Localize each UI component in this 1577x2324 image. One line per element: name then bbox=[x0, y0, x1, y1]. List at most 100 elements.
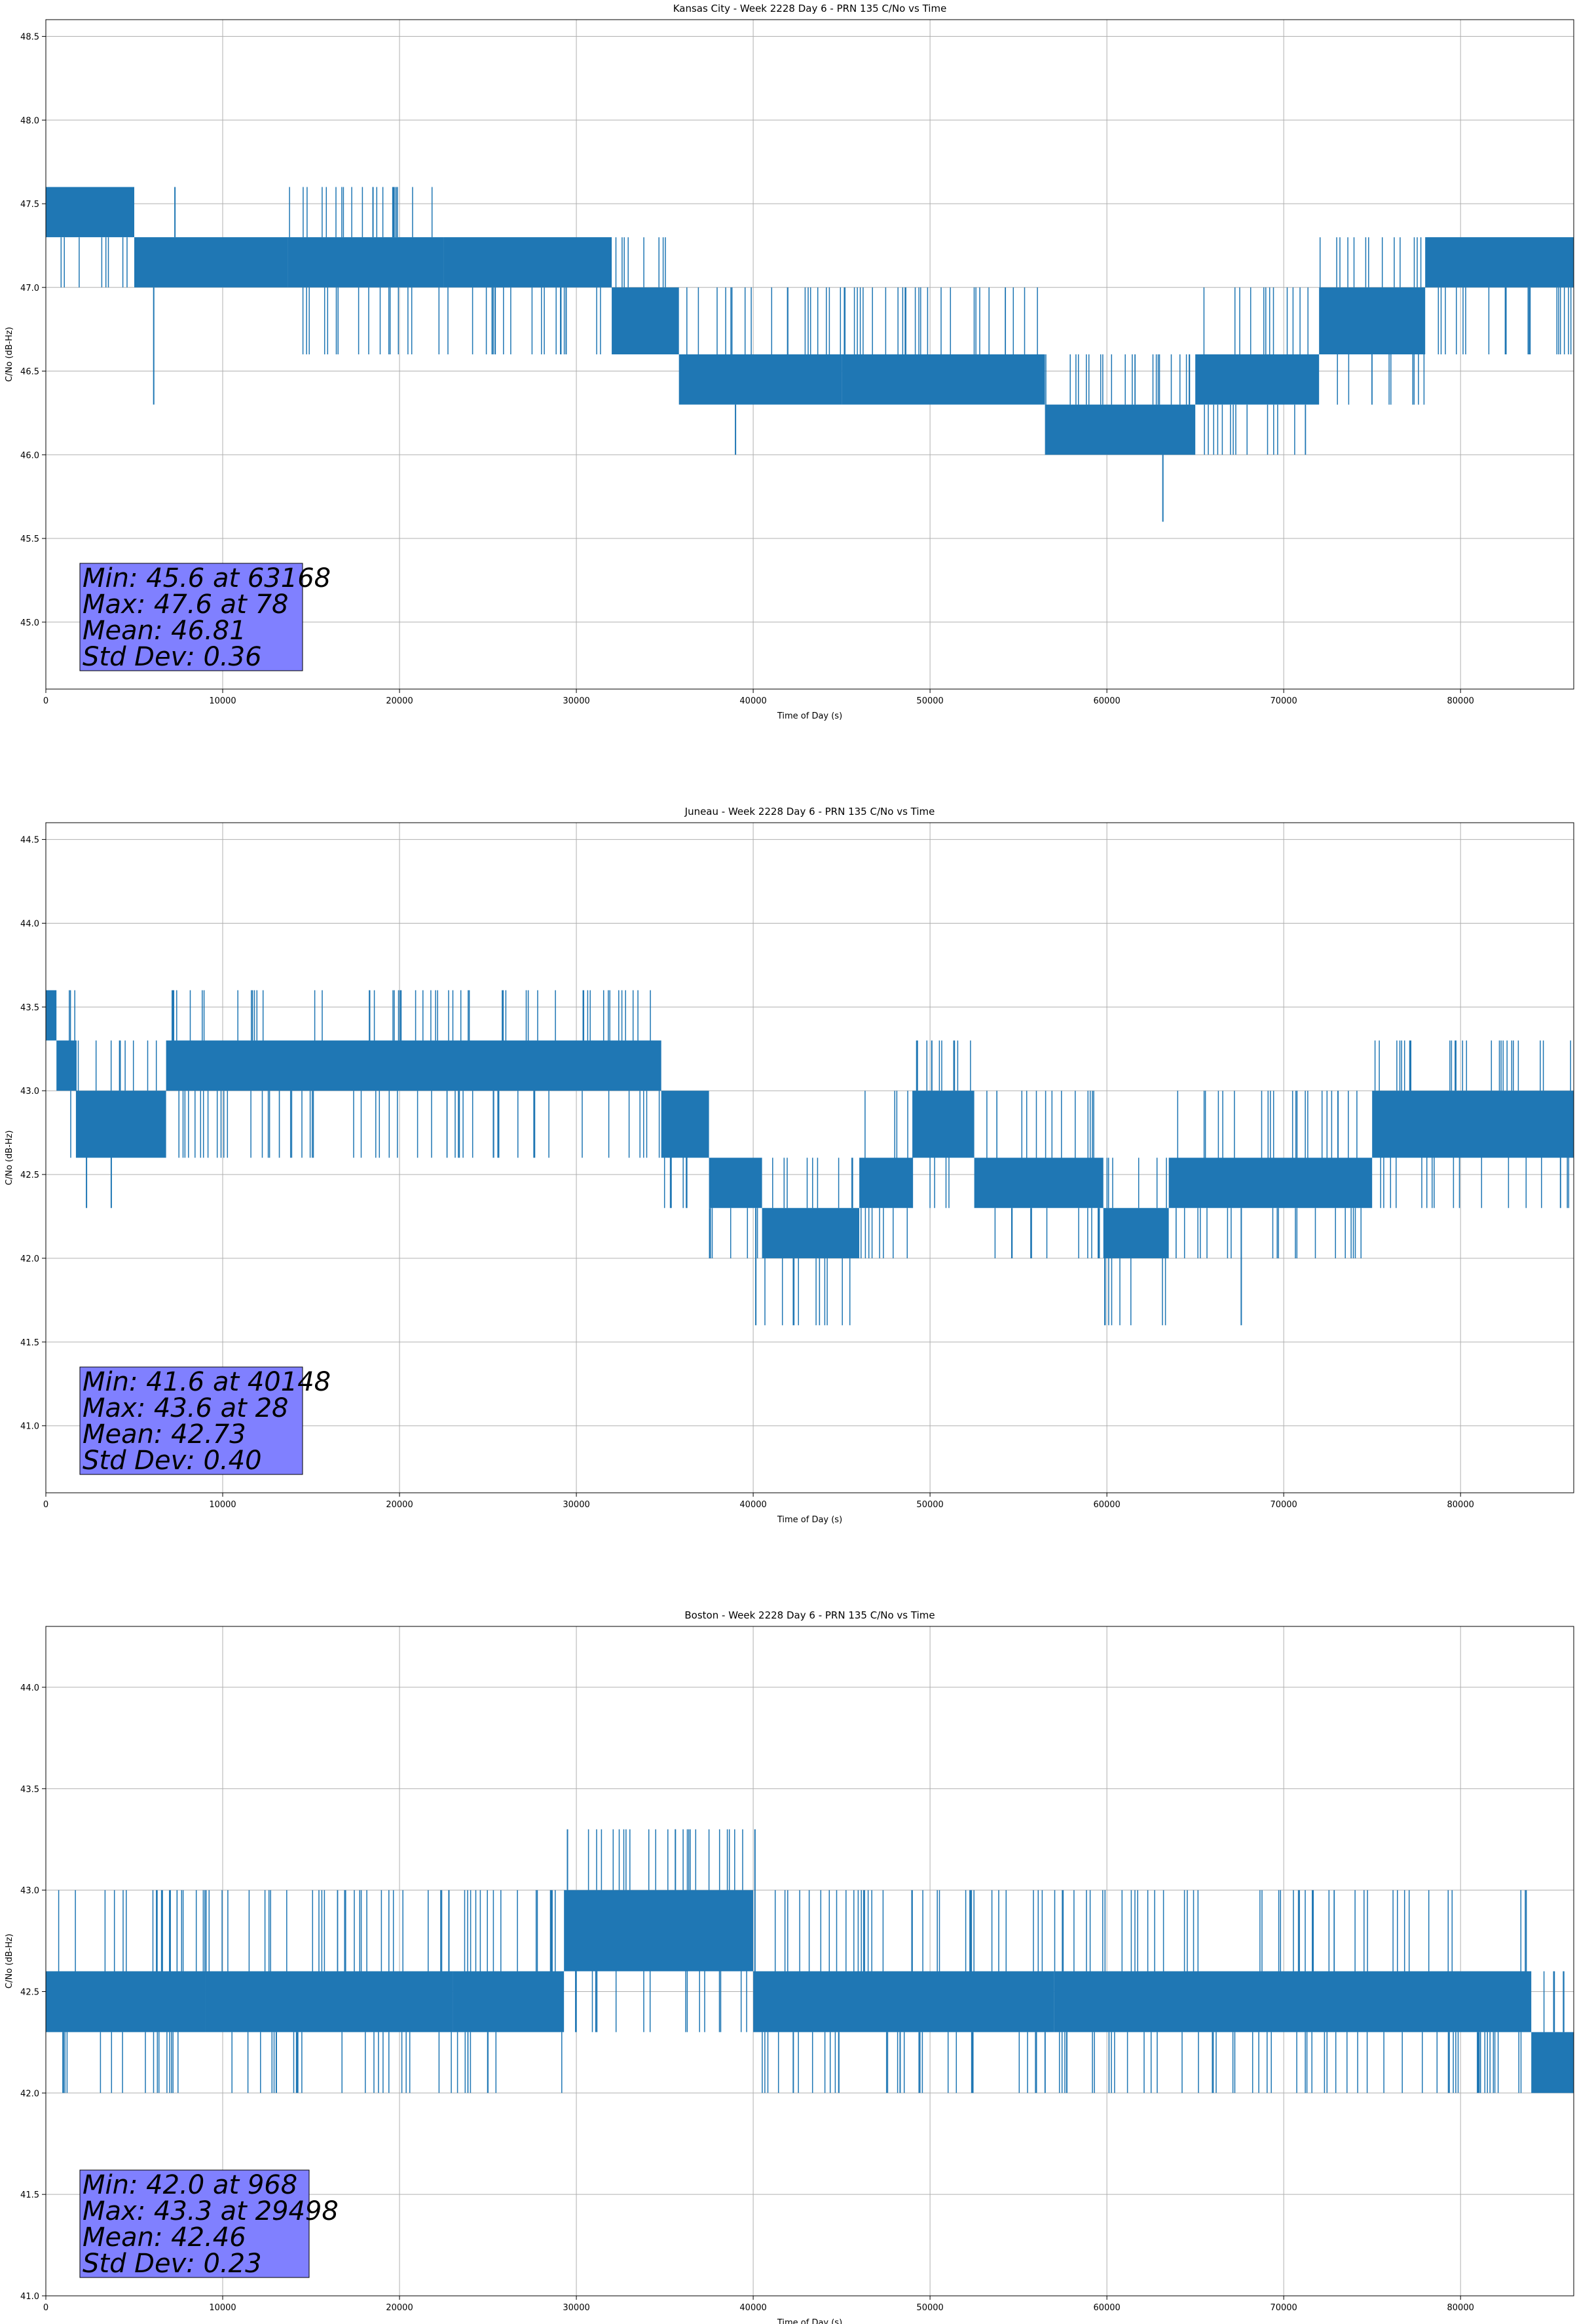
trace-excursions-11 bbox=[1104, 1157, 1167, 1326]
x-tick-label: 0 bbox=[43, 696, 48, 706]
trace-band-8 bbox=[859, 1157, 913, 1209]
x-tick-label: 40000 bbox=[739, 2303, 766, 2313]
y-tick-label: 43.0 bbox=[20, 1087, 39, 1096]
trace-band-11 bbox=[1103, 1208, 1169, 1258]
x-tick-label: 50000 bbox=[916, 696, 943, 706]
trace-band-6 bbox=[678, 354, 842, 405]
stats-max: Max: 47.6 at 78 bbox=[83, 590, 288, 620]
y-tick-label: 42.5 bbox=[20, 1171, 39, 1180]
x-tick-label: 80000 bbox=[1447, 2303, 1474, 2313]
y-tick-label: 46.0 bbox=[20, 451, 39, 460]
trace-band-6 bbox=[1054, 1971, 1532, 2033]
trace-excursions-9 bbox=[1203, 287, 1308, 455]
trace-band-1 bbox=[46, 1971, 206, 2033]
trace-band-5 bbox=[612, 287, 679, 354]
trace-band-4 bbox=[564, 1890, 754, 1972]
trace-excursions-4 bbox=[447, 287, 601, 354]
y-tick-label: 42.5 bbox=[20, 1987, 39, 1997]
stats-mean: Mean: 42.73 bbox=[83, 1419, 246, 1450]
y-axis-label: C/No (dB-Hz) bbox=[5, 1934, 14, 1989]
trace-band-12 bbox=[1168, 1157, 1373, 1209]
trace-excursions-3 bbox=[456, 1890, 563, 2093]
y-tick-label: 41.0 bbox=[20, 1422, 39, 1432]
x-tick-label: 30000 bbox=[563, 2303, 589, 2313]
y-tick-label: 41.5 bbox=[20, 2190, 39, 2200]
trace-excursions-9 bbox=[912, 1040, 971, 1209]
stats-min: Min: 42.0 at 968 bbox=[83, 2170, 297, 2200]
stats-box bbox=[79, 563, 303, 671]
y-tick-label: 48.5 bbox=[20, 33, 39, 43]
y-tick-label: 44.0 bbox=[20, 1683, 39, 1693]
x-tick-label: 10000 bbox=[209, 2303, 236, 2313]
x-tick-label: 0 bbox=[43, 2303, 48, 2313]
plot-frame bbox=[45, 1626, 1574, 2296]
y-tick-label: 43.5 bbox=[20, 1003, 39, 1013]
x-axis-label: Time of Day (s) bbox=[777, 711, 842, 721]
chart-title: Juneau - Week 2228 Day 6 - PRN 135 C/No … bbox=[684, 806, 935, 817]
trace-excursions-2 bbox=[69, 990, 75, 1158]
trace-excursions-10 bbox=[1319, 237, 1425, 405]
trace-band-3 bbox=[288, 237, 444, 288]
trace-band-1 bbox=[46, 990, 57, 1041]
y-tick-label: 47.5 bbox=[20, 200, 39, 210]
x-tick-label: 50000 bbox=[916, 1500, 943, 1510]
y-tick-label: 43.0 bbox=[20, 1886, 39, 1896]
trace-excursions-3 bbox=[75, 1040, 157, 1091]
trace-excursions-8 bbox=[1045, 354, 1191, 405]
trace-band-13 bbox=[1372, 1091, 1574, 1158]
trace-band-11 bbox=[1425, 237, 1574, 288]
trace-excursions-12 bbox=[1176, 1091, 1362, 1258]
trace-band-9 bbox=[1195, 354, 1320, 405]
series-line bbox=[46, 187, 1574, 522]
stats-mean: Mean: 46.81 bbox=[83, 616, 246, 646]
x-tick-label: 20000 bbox=[386, 1500, 413, 1510]
x-tick-label: 20000 bbox=[386, 696, 413, 706]
chart-panel-2: 0 10000 20000 30000 40000 50000 60000 70000 8000… bbox=[5, 806, 1574, 1525]
trace-band-6 bbox=[709, 1157, 762, 1209]
trace-excursions-6 bbox=[1054, 1890, 1527, 2093]
trace-band-8 bbox=[1045, 404, 1196, 455]
stats-max: Max: 43.6 at 28 bbox=[83, 1393, 288, 1423]
x-tick-label: 50000 bbox=[916, 2303, 943, 2313]
y-tick-label: 45.5 bbox=[20, 534, 39, 544]
trace-band-5 bbox=[753, 1971, 1054, 2033]
trace-excursions-3 bbox=[289, 187, 440, 354]
trace-band-10 bbox=[1319, 287, 1426, 354]
stats-box bbox=[79, 1366, 303, 1475]
trace-excursions-1 bbox=[60, 237, 128, 288]
y-tick-label: 43.5 bbox=[20, 1785, 39, 1795]
trace-excursions-5 bbox=[762, 1890, 1046, 2093]
trace-band-9 bbox=[912, 1091, 974, 1158]
trace-band-5 bbox=[661, 1091, 709, 1158]
x-tick-label: 60000 bbox=[1093, 696, 1120, 706]
x-tick-label: 30000 bbox=[563, 1500, 589, 1510]
trace-excursions-6 bbox=[709, 1208, 758, 1258]
x-tick-label: 10000 bbox=[209, 696, 236, 706]
trace-excursions-8 bbox=[861, 1091, 908, 1258]
trace-excursions-13 bbox=[1374, 1040, 1571, 1209]
trace-excursions-5 bbox=[663, 1157, 688, 1209]
x-tick-label: 30000 bbox=[563, 696, 589, 706]
x-tick-label: 70000 bbox=[1270, 1500, 1297, 1510]
x-tick-label: 40000 bbox=[739, 696, 766, 706]
trace-band-4 bbox=[443, 237, 612, 288]
chart-title: Kansas City - Week 2228 Day 6 - PRN 135 … bbox=[673, 3, 947, 14]
y-tick-label: 41.5 bbox=[20, 1338, 39, 1348]
trace-excursions-1 bbox=[58, 1890, 206, 2093]
y-tick-label: 45.0 bbox=[20, 618, 39, 628]
y-tick-label: 48.0 bbox=[20, 116, 39, 126]
y-tick-label: 46.5 bbox=[20, 367, 39, 377]
y-tick-label: 44.5 bbox=[20, 836, 39, 846]
x-tick-label: 40000 bbox=[739, 1500, 766, 1510]
trace-excursions-7 bbox=[764, 1157, 853, 1326]
trace-excursions-2 bbox=[205, 1890, 452, 2093]
y-tick-label: 42.0 bbox=[20, 1254, 39, 1264]
trace-excursions-11 bbox=[1438, 287, 1572, 354]
stats-std: Std Dev: 0.23 bbox=[83, 2249, 262, 2279]
plot-frame bbox=[45, 822, 1574, 1493]
trace-band-3 bbox=[75, 1091, 166, 1158]
trace-band-2 bbox=[134, 237, 288, 288]
trace-band-4 bbox=[166, 1040, 661, 1091]
trace-excursions-7 bbox=[1543, 1971, 1565, 2033]
